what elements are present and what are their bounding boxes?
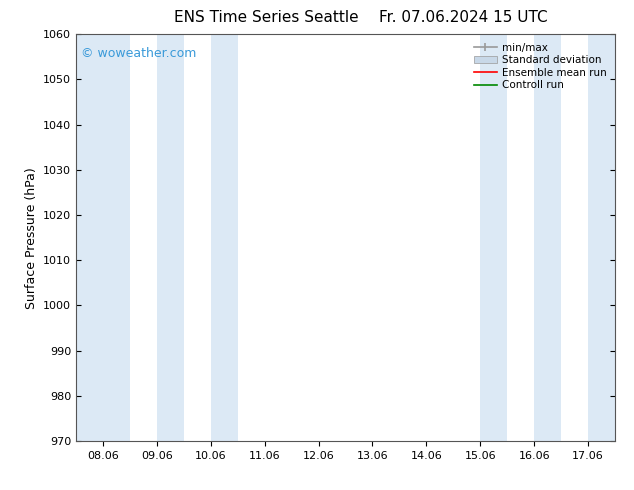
Bar xyxy=(157,34,184,441)
Y-axis label: Surface Pressure (hPa): Surface Pressure (hPa) xyxy=(25,167,37,309)
Bar xyxy=(481,34,507,441)
Bar xyxy=(184,34,210,441)
Bar xyxy=(210,34,238,441)
Bar xyxy=(588,34,615,441)
Bar xyxy=(507,34,534,441)
Bar xyxy=(534,34,561,441)
Text: Fr. 07.06.2024 15 UTC: Fr. 07.06.2024 15 UTC xyxy=(378,10,547,25)
Bar xyxy=(130,34,157,441)
Legend: min/max, Standard deviation, Ensemble mean run, Controll run: min/max, Standard deviation, Ensemble me… xyxy=(470,40,610,94)
Bar xyxy=(76,34,130,441)
Bar xyxy=(561,34,588,441)
Text: © woweather.com: © woweather.com xyxy=(81,47,197,59)
Text: ENS Time Series Seattle: ENS Time Series Seattle xyxy=(174,10,359,25)
